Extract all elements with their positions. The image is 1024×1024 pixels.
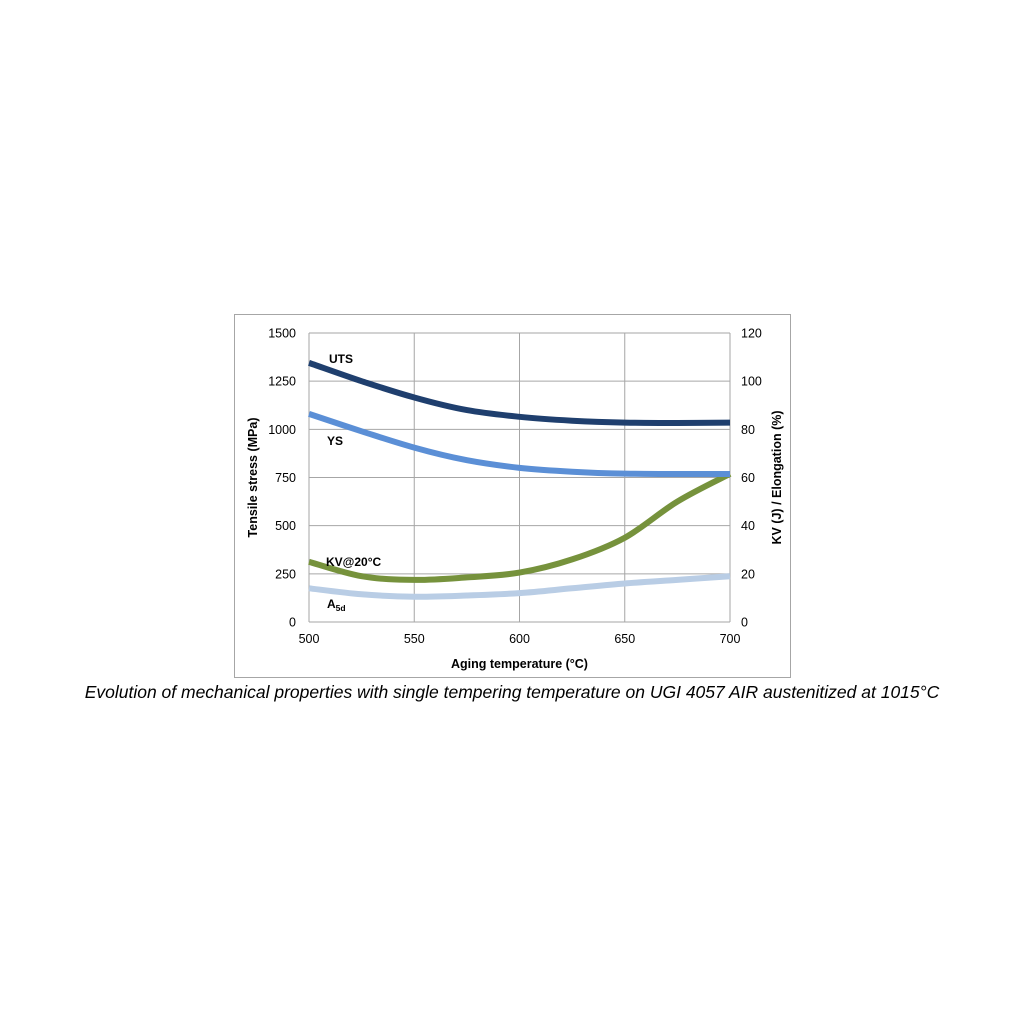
series-label-0: UTS xyxy=(329,352,353,366)
series-line-0 xyxy=(308,360,731,426)
y-tick-label-right: 60 xyxy=(741,471,755,485)
x-tick-label: 700 xyxy=(720,632,741,646)
y-tick-label-left: 0 xyxy=(289,616,296,630)
y-tick-label-left: 750 xyxy=(275,471,296,485)
figure-caption: Evolution of mechanical properties with … xyxy=(84,682,940,702)
x-tick-label: 650 xyxy=(614,632,635,646)
chart-frame: 0 250 500 750 1000 1250 1500 500 550 600 650 700 0 20… xyxy=(234,314,791,678)
x-tick-label: 500 xyxy=(299,632,320,646)
x-tick-label: 600 xyxy=(509,632,530,646)
y-tick-label-left: 1500 xyxy=(268,327,296,341)
y-tick-label-right: 80 xyxy=(741,423,755,437)
y-axis-title-left: Tensile stress (MPa) xyxy=(246,418,260,538)
x-axis-title: Aging temperature (°C) xyxy=(451,657,588,671)
y-tick-label-right: 40 xyxy=(741,519,755,533)
y-tick-label-right: 20 xyxy=(741,567,755,581)
y-tick-label-left: 250 xyxy=(275,567,296,581)
series-line-2 xyxy=(308,471,732,583)
series-line-1 xyxy=(308,411,731,478)
series-line-3 xyxy=(308,573,731,600)
series-label-1: YS xyxy=(327,434,343,448)
series-label-3: A5d xyxy=(327,597,346,613)
y-tick-label-left: 1250 xyxy=(268,375,296,389)
y-axis-title-right: KV (J) / Elongation (%) xyxy=(770,410,784,544)
y-tick-label-left: 1000 xyxy=(268,423,296,437)
x-tick-label: 550 xyxy=(404,632,425,646)
y-tick-label-left: 500 xyxy=(275,519,296,533)
series-lines xyxy=(308,360,732,600)
y-tick-label-right: 100 xyxy=(741,375,762,389)
series-labels: UTS YS KV@20°C A5d xyxy=(326,352,382,613)
series-label-subscript: 5d xyxy=(336,603,346,613)
series-label-2: KV@20°C xyxy=(326,555,382,569)
y-tick-label-right: 120 xyxy=(741,327,762,341)
y-tick-label-right: 0 xyxy=(741,616,748,630)
